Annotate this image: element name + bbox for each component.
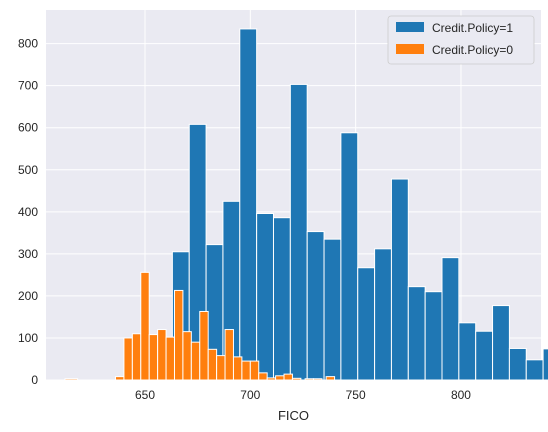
y-tick-label: 200 [18, 289, 38, 303]
bar-credit-policy-0 [140, 271, 150, 381]
bar-credit-policy-1 [239, 28, 258, 381]
bar-credit-policy-0 [157, 329, 167, 381]
x-axis-label: FICO [278, 408, 309, 423]
bar-credit-policy-0 [241, 360, 251, 381]
bar-credit-policy-1 [390, 178, 409, 381]
y-tick-label: 300 [18, 247, 38, 261]
bar-credit-policy-1 [441, 257, 460, 381]
y-tick-label: 0 [31, 373, 38, 387]
bar-credit-policy-0 [283, 373, 293, 381]
bar-credit-policy-0 [325, 376, 336, 381]
bar-credit-policy-0 [123, 337, 133, 381]
bar-credit-policy-0 [207, 348, 218, 381]
y-tick-label: 700 [18, 79, 38, 93]
bar-credit-policy-0 [232, 356, 243, 381]
bar-credit-policy-1 [475, 330, 494, 381]
bar-credit-policy-1 [272, 217, 291, 381]
bar-credit-policy-1 [542, 348, 548, 381]
y-tick-label: 600 [18, 121, 38, 135]
bar-credit-policy-0 [173, 289, 184, 381]
bar-credit-policy-0 [64, 378, 79, 381]
y-tick-label: 500 [18, 163, 38, 177]
series-credit-policy-0-bars [64, 271, 336, 381]
y-tick-label: 400 [18, 205, 38, 219]
bar-credit-policy-0 [199, 310, 209, 381]
bar-credit-policy-0 [313, 378, 323, 381]
x-tick-label: 650 [135, 388, 155, 402]
bar-credit-policy-0 [182, 331, 192, 381]
bar-credit-policy-1 [323, 238, 342, 381]
bar-credit-policy-1 [492, 305, 510, 381]
bar-credit-policy-1 [256, 213, 274, 381]
bar-credit-policy-0 [275, 375, 285, 381]
bar-credit-policy-1 [525, 359, 544, 381]
y-axis-ticks: 0 100 200 300 400 500 600 700 800 [18, 37, 38, 387]
bar-credit-policy-0 [148, 334, 159, 381]
x-axis-ticks: 650 700 750 800 [135, 388, 471, 402]
bar-credit-policy-0 [115, 376, 125, 381]
bar-credit-policy-0 [165, 336, 175, 381]
bar-credit-policy-1 [289, 83, 308, 381]
legend-label-credit-policy-0: Credit.Policy=0 [432, 43, 513, 57]
bar-credit-policy-0 [216, 355, 226, 381]
bar-credit-policy-0 [291, 377, 302, 381]
x-tick-label: 800 [451, 388, 471, 402]
legend-swatch-credit-policy-0 [396, 44, 424, 54]
bar-credit-policy-1 [340, 132, 359, 381]
legend-box [387, 15, 535, 65]
bar-credit-policy-1 [508, 347, 527, 381]
legend-swatch-credit-policy-1 [396, 22, 424, 32]
bar-credit-policy-1 [374, 248, 392, 381]
bar-credit-policy-1 [458, 322, 477, 381]
bar-credit-policy-0 [190, 341, 201, 381]
bar-credit-policy-1 [424, 291, 443, 381]
bar-credit-policy-0 [131, 333, 142, 381]
bar-credit-policy-0 [304, 378, 315, 381]
legend-label-credit-policy-1: Credit.Policy=1 [432, 21, 513, 35]
y-tick-label: 800 [18, 37, 38, 51]
bar-credit-policy-0 [258, 372, 268, 381]
bar-credit-policy-0 [224, 329, 234, 381]
y-tick-label: 100 [18, 331, 38, 345]
x-tick-label: 750 [346, 388, 366, 402]
bar-credit-policy-0 [249, 360, 260, 381]
bar-credit-policy-1 [357, 267, 376, 381]
bar-credit-policy-1 [306, 231, 325, 381]
bar-credit-policy-1 [407, 286, 426, 381]
legend: Credit.Policy=1 Credit.Policy=0 [387, 15, 535, 65]
bar-credit-policy-0 [266, 377, 277, 381]
x-tick-label: 700 [240, 388, 260, 402]
